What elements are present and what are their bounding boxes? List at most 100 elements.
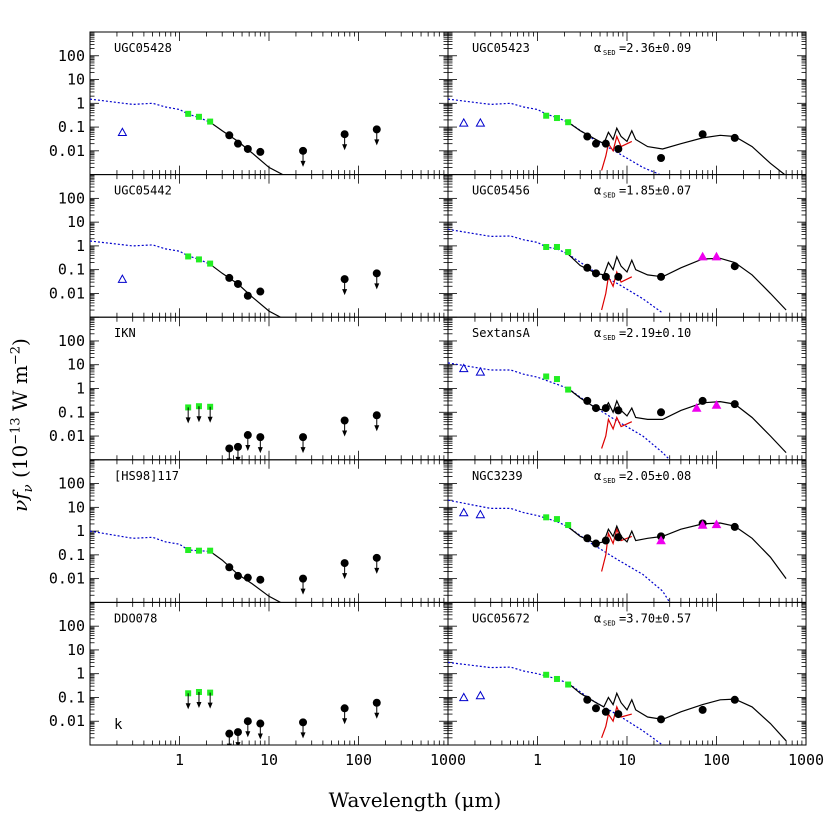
stellar-model-line: [448, 98, 662, 175]
panel-title: NGC3239: [472, 469, 523, 483]
panel-alpha: α: [594, 184, 601, 198]
photometry-point: [698, 705, 707, 714]
panel-alpha-value: =3.70±0.57: [619, 611, 691, 625]
nir-square: [185, 110, 192, 117]
panel-alpha: α: [594, 41, 601, 55]
nir-square: [565, 522, 572, 529]
uv-triangle: [458, 363, 469, 373]
photometry-point: [233, 571, 242, 580]
panel-right-4: NGC3239 α SED =2.05±0.08: [447, 459, 807, 603]
nir-square: [553, 516, 560, 523]
upper-limit-arrowhead: [342, 430, 348, 437]
photometry-point: [225, 563, 234, 572]
total-model-line: [567, 121, 786, 175]
panel-alpha-sub: SED: [603, 334, 616, 342]
fir-triangle: [711, 400, 722, 409]
plot-area: [448, 98, 786, 175]
uv-triangle: [475, 117, 486, 127]
panel-alpha-value: =2.36±0.09: [619, 41, 691, 55]
y-tick-label: 100: [58, 332, 85, 350]
upper-limit-arrowhead: [300, 588, 306, 595]
x-tick-label: 100: [345, 751, 372, 769]
nir-square: [195, 256, 202, 263]
fir-triangle: [691, 403, 702, 412]
photometry-point: [657, 715, 666, 724]
plot-area: [90, 98, 381, 175]
y-tick-label: 10: [67, 356, 85, 374]
photometry-point: [657, 272, 666, 281]
uv-triangle: [458, 507, 469, 517]
photometry-point: [601, 404, 610, 413]
upper-limit-arrowhead: [342, 573, 348, 580]
y-tick-label: 1: [76, 237, 85, 255]
fir-triangle: [656, 535, 666, 545]
plot-area: [448, 499, 787, 603]
plot-area: [185, 688, 381, 746]
photometry-point: [591, 139, 600, 148]
photometry-point: [225, 131, 234, 140]
y-tick-label: 0.1: [58, 403, 85, 421]
upper-limit-arrowhead: [300, 160, 306, 167]
total-model-line: [567, 388, 787, 454]
panel-left-2: 100 10 1 0.1 0.01 UGC05442: [49, 174, 449, 318]
y-tick-label: 1: [76, 665, 85, 683]
plot-area: [185, 403, 381, 460]
photometry-point: [698, 396, 707, 405]
upper-limit-arrowhead: [257, 447, 263, 454]
stellar-model-line: [448, 499, 671, 603]
panel-alpha-sub: SED: [603, 619, 616, 627]
photometry-point: [730, 133, 739, 142]
nir-square: [565, 249, 572, 256]
photometry-point: [601, 707, 610, 716]
panel-frame: [89, 316, 449, 461]
x-tick-label: 100: [703, 751, 730, 769]
photometry-point: [657, 408, 666, 417]
y-tick-label: 1: [76, 94, 85, 112]
photometry-point: [256, 287, 265, 296]
nir-square: [543, 112, 550, 119]
nir-square: [207, 547, 214, 554]
nir-limit-arrowhead: [185, 417, 191, 424]
panel-alpha-sub: SED: [603, 192, 616, 200]
nir-square: [543, 671, 550, 678]
upper-limit-arrowhead: [245, 445, 251, 452]
photometry-point: [601, 139, 610, 148]
panel-right-3: SextansA α SED =2.19±0.10: [447, 316, 807, 461]
uv-triangle: [475, 366, 486, 376]
upper-limit-arrowhead: [374, 712, 380, 719]
photometry-point: [601, 272, 610, 281]
panel-alpha-value: =2.19±0.10: [619, 326, 691, 340]
nir-square: [543, 243, 550, 250]
plot-area: [90, 240, 381, 318]
x-axis-label: Wavelength (μm): [328, 788, 502, 812]
photometry-point: [256, 575, 265, 584]
nir-square: [195, 547, 202, 554]
panel-title: UGC05428: [114, 41, 172, 55]
photometry-point: [614, 272, 623, 281]
y-axis-label: νfν (10−13 W m−2): [8, 338, 36, 512]
panel-alpha: α: [594, 611, 601, 625]
nir-square: [543, 514, 550, 521]
panel-label-k: k: [114, 717, 123, 733]
x-tick-label: 1: [175, 751, 184, 769]
upper-limit-arrowhead: [235, 742, 241, 746]
photometry-point: [591, 539, 600, 548]
y-tick-label: 10: [67, 498, 85, 516]
photometry-point: [233, 139, 242, 148]
stellar-model-line: [448, 661, 663, 746]
x-tick-label: 10: [260, 751, 278, 769]
photometry-point: [601, 536, 610, 545]
uv-triangle: [458, 692, 469, 702]
total-model-line: [567, 682, 787, 742]
total-model-line: [567, 522, 787, 579]
nir-limit-arrowhead: [207, 416, 213, 423]
y-tick-label: 0.01: [49, 570, 85, 588]
panel-title: [HS98]117: [114, 469, 179, 483]
uv-triangle: [117, 274, 128, 283]
x-tick-label: 1000: [430, 751, 466, 769]
plot-area: [448, 228, 787, 314]
photometry-point: [583, 396, 592, 405]
upper-limit-arrowhead: [257, 733, 263, 740]
y-tick-label: 0.1: [58, 546, 85, 564]
panel-alpha-sub: SED: [603, 477, 616, 485]
